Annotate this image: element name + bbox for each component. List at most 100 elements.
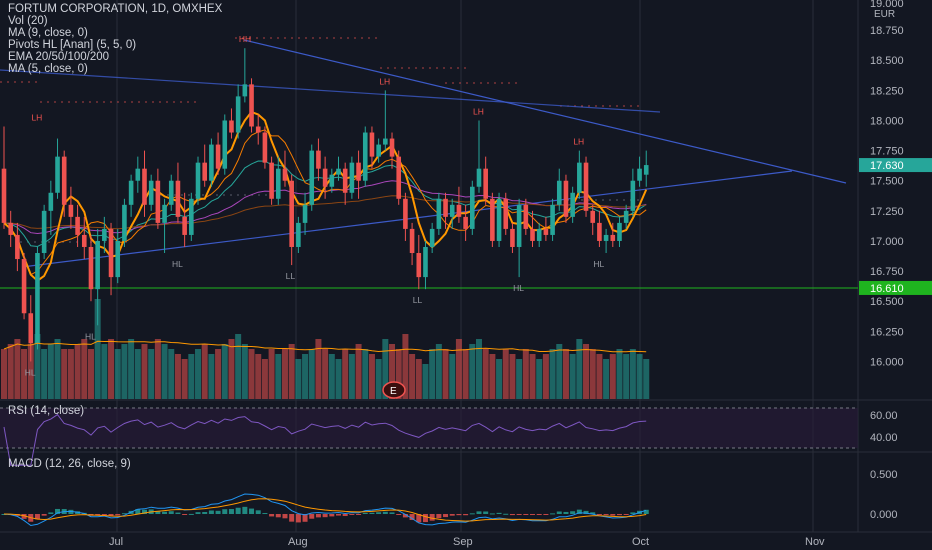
volume-bar (61, 349, 68, 399)
macd-hist-bar (376, 512, 382, 514)
macd-hist-bar (409, 514, 415, 520)
macd-hist-bar (436, 514, 442, 519)
macd-hist-bar (563, 511, 569, 514)
candle-body (530, 228, 535, 241)
candle-body (563, 180, 569, 217)
candle-body (342, 168, 348, 193)
time-tick-aug: Aug (288, 536, 308, 548)
candle-body (275, 168, 281, 199)
candle-body (135, 168, 141, 181)
volume-bar (275, 354, 282, 399)
candle-body (148, 180, 154, 205)
volume-bar (616, 349, 623, 399)
macd-hist-bar (556, 511, 562, 514)
candle-body (543, 228, 549, 235)
pivot-label-lh: LH (379, 76, 390, 86)
last-price-badge-text: 17.630 (870, 160, 904, 172)
volume-bar (449, 354, 456, 399)
rsi-tick-40: 40.00 (870, 432, 898, 444)
candle-body (476, 168, 482, 187)
macd-hist-bar (590, 512, 596, 514)
macd-hist-bar (275, 514, 281, 518)
volume-bar (21, 349, 28, 399)
volume-bar (81, 339, 88, 399)
macd-hist-bar (108, 514, 114, 516)
volume-bar (556, 344, 563, 399)
candle-body (41, 210, 47, 254)
macd-hist-bar (356, 514, 362, 515)
candle-body (556, 180, 562, 205)
macd-hist-bar (208, 510, 214, 514)
candle-body (523, 204, 529, 229)
candle-body (48, 192, 54, 211)
volume-bar (395, 349, 402, 399)
macd-title: MACD (12, 26, close, 9) (8, 458, 131, 470)
candle-body (490, 198, 495, 241)
macd-hist-bar (175, 512, 181, 514)
price-axis-ticks: 16.000 16.250 16.500 16.750 17.000 17.250 17.5… (870, 25, 904, 368)
macd-hist-bar (530, 514, 536, 515)
candle-body (15, 234, 20, 260)
candle-body (349, 162, 355, 193)
candle-body (289, 180, 294, 247)
candle-body (316, 150, 321, 169)
macd-hist-bar (188, 513, 194, 515)
macd-hist-bar (456, 514, 462, 516)
price-tick-label-top: 19.000 (870, 0, 904, 10)
macd-hist-bar (349, 514, 355, 515)
candle-body (302, 204, 308, 223)
volume-bar (502, 349, 509, 399)
volume-bar (429, 349, 436, 399)
price-tick-label: 18.750 (870, 25, 904, 37)
time-tick-oct: Oct (632, 536, 649, 548)
macd-hist-bar (389, 512, 395, 514)
currency-label: EUR (874, 9, 895, 20)
volume-bar (475, 339, 482, 399)
macd-hist-bar (523, 514, 529, 515)
volume-bar (87, 349, 94, 399)
rsi-band (0, 408, 858, 448)
candle-body (356, 162, 361, 181)
volume-bar (181, 359, 188, 399)
candle-body (510, 228, 515, 247)
candle-body (456, 204, 462, 217)
candle-body (122, 204, 127, 241)
candle-body (182, 216, 187, 235)
macd-hist-bar (463, 514, 469, 516)
volume-bar (215, 349, 222, 399)
price-tick-label: 16.250 (870, 326, 904, 338)
pivot-label-hh: HH (239, 34, 251, 44)
pivot-label-lh: LH (573, 137, 584, 147)
macd-hist-bar (610, 514, 616, 516)
candle-body (630, 180, 636, 211)
volume-bar (228, 339, 235, 399)
volume-bar (248, 349, 255, 399)
candle-body (322, 168, 328, 187)
pivot-label-hl: HL (172, 259, 183, 269)
macd-hist-bar (135, 509, 141, 514)
volume-ma-line (3, 340, 647, 353)
last-price-badge-box (859, 158, 932, 173)
candle-body (643, 165, 649, 175)
candle-body (81, 234, 87, 247)
candle-body (309, 150, 315, 205)
volume-bar (355, 344, 362, 399)
candle-body (590, 210, 596, 223)
volume-bar (522, 349, 529, 399)
rsi-tick-60: 60.00 (870, 410, 898, 422)
volume-bar (368, 354, 375, 399)
candle-body (168, 180, 174, 205)
macd-hist-bar (509, 514, 515, 516)
macd-hist-bar (369, 512, 375, 514)
candle-body (202, 162, 207, 181)
price-tick-label: 16.500 (870, 296, 904, 308)
macd-hist-bar (21, 514, 27, 519)
candle-body (617, 222, 622, 241)
candle-body (423, 246, 428, 278)
volume-bar (375, 359, 382, 399)
volume-bar (569, 354, 576, 399)
macd-hist-bar (596, 514, 602, 515)
pivot-label-lh: LH (31, 113, 42, 123)
volume-bar (208, 354, 215, 399)
